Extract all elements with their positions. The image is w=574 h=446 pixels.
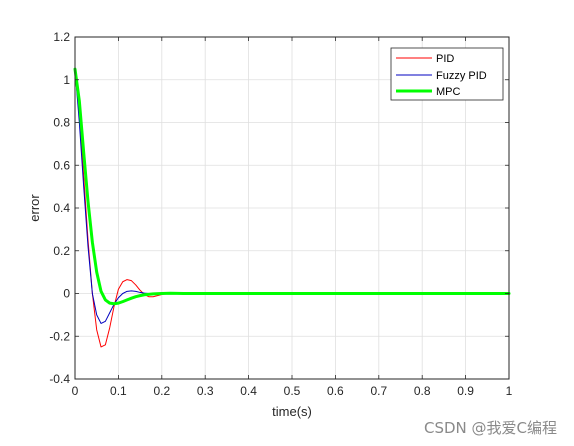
watermark-text: CSDN @我爱C编程 bbox=[424, 419, 557, 437]
legend-label-mpc: MPC bbox=[436, 86, 461, 98]
legend-label-pid: PID bbox=[436, 53, 454, 65]
x-tick-label: 0.8 bbox=[414, 384, 431, 398]
x-tick-label: 0.1 bbox=[110, 384, 127, 398]
x-tick-label: 0.5 bbox=[284, 384, 301, 398]
y-tick-label: 0 bbox=[63, 287, 70, 301]
legend: PID Fuzzy PID MPC bbox=[390, 47, 504, 101]
tick-labels: 0 0.1 0.2 0.3 0.4 0.5 0.6 0.7 0.8 0.9 1 -0.4 -0.2 0 0.… bbox=[49, 30, 512, 398]
y-tick-label: 1 bbox=[63, 73, 70, 87]
y-tick-label: 1.2 bbox=[53, 30, 70, 44]
y-axis-label: error bbox=[27, 194, 42, 222]
x-tick-label: 1 bbox=[506, 384, 513, 398]
x-tick-label: 0.6 bbox=[327, 384, 344, 398]
ticks bbox=[74, 36, 510, 380]
x-tick-label: 0.4 bbox=[240, 384, 257, 398]
legend-label-fuzzy-pid: Fuzzy PID bbox=[436, 70, 487, 82]
x-tick-label: 0.2 bbox=[153, 384, 170, 398]
y-tick-label: 0.8 bbox=[53, 116, 70, 130]
x-tick-label: 0.9 bbox=[457, 384, 474, 398]
y-tick-label: 0.2 bbox=[53, 244, 70, 258]
x-tick-label: 0.7 bbox=[370, 384, 387, 398]
x-tick-label: 0 bbox=[72, 384, 79, 398]
y-tick-label: -0.2 bbox=[49, 329, 70, 343]
y-tick-label: 0.6 bbox=[53, 158, 70, 172]
x-axis-label: time(s) bbox=[272, 404, 312, 419]
x-tick-label: 0.3 bbox=[197, 384, 214, 398]
series-line-mpc bbox=[73, 67, 511, 306]
y-tick-label: -0.4 bbox=[49, 372, 70, 386]
series-layer bbox=[73, 67, 511, 348]
y-tick-label: 0.4 bbox=[53, 201, 70, 215]
